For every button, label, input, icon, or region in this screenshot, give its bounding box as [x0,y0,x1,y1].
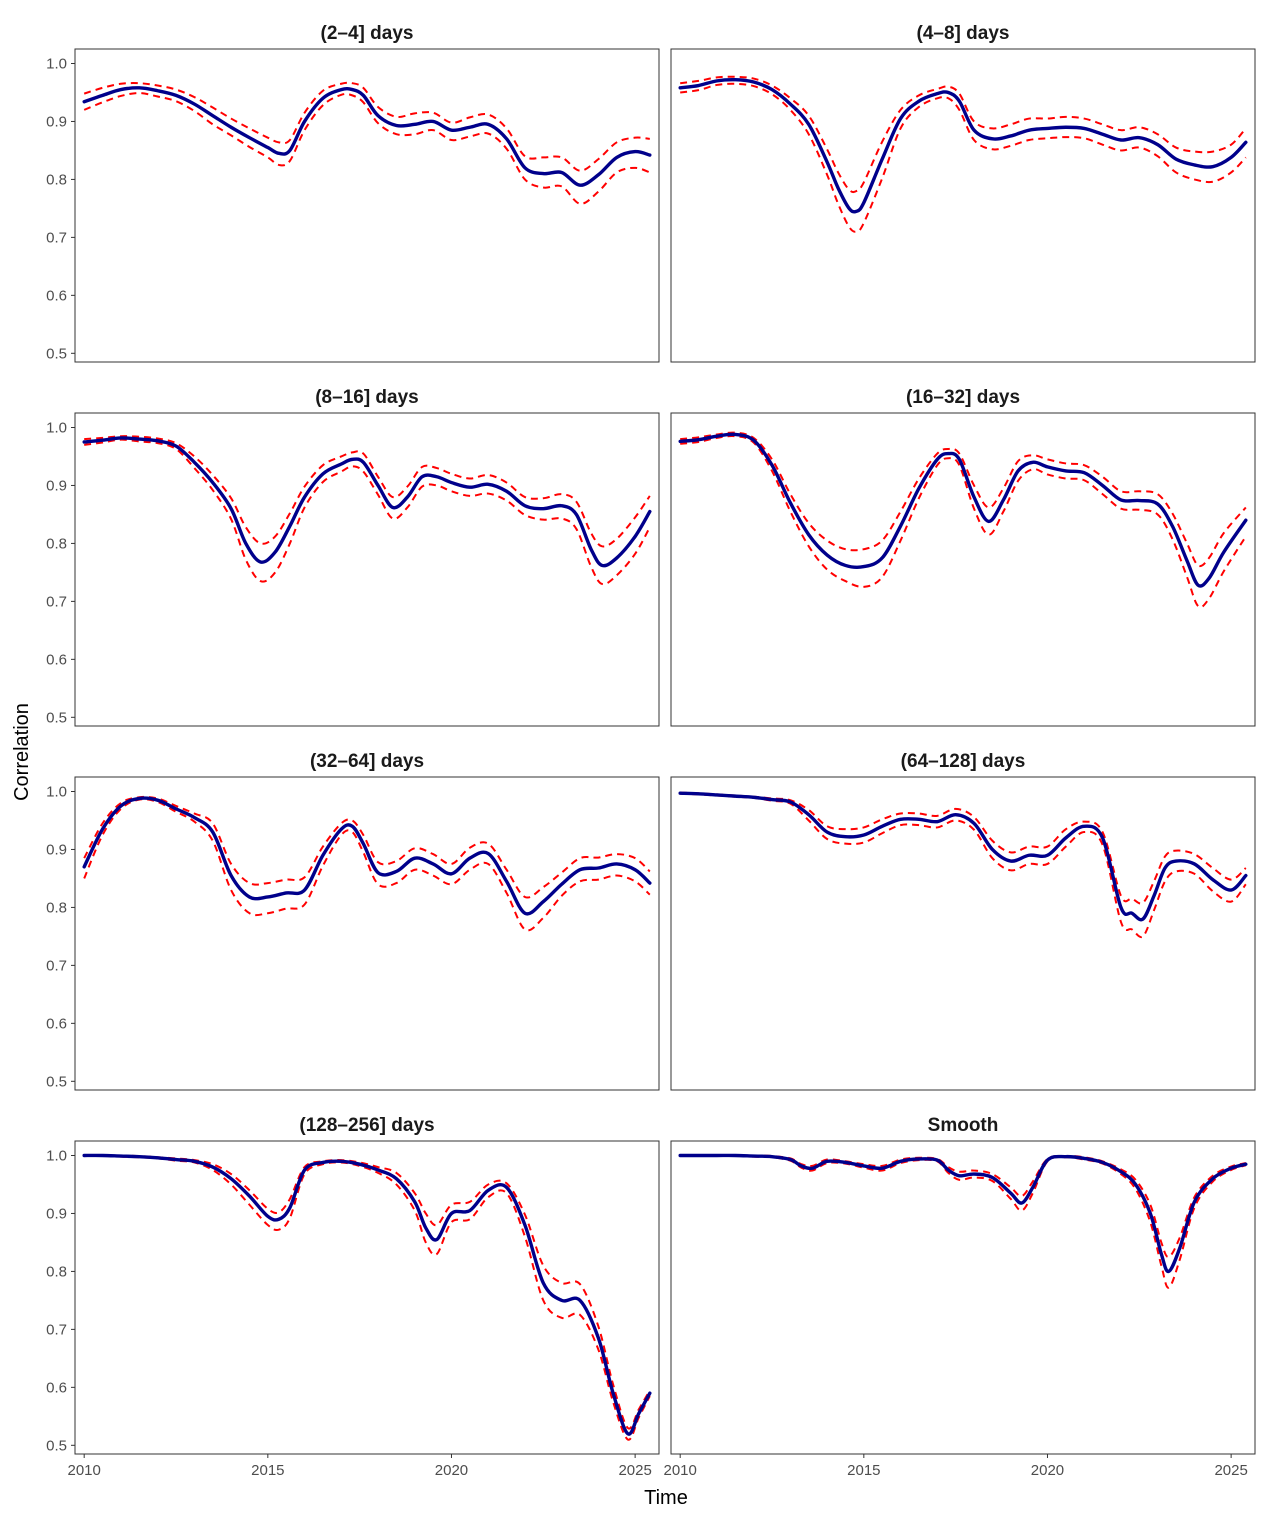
y-tick-label: 0.6 [46,1015,67,1032]
y-tick-label: 0.9 [46,113,67,130]
x-tick-label: 2020 [1031,1462,1064,1479]
panel-frame [670,48,1256,363]
panel: (2–4] days 0.5 0.6 0.7 0.8 0.9 1.0 [46,23,660,363]
panel-frame [670,776,1256,1091]
lower-bound-line [84,1154,651,1441]
y-tick-label: 0.9 [46,1205,67,1222]
lower-bound-line [680,82,1247,233]
x-tick-label: 2025 [1214,1462,1247,1479]
upper-bound-line [680,1154,1247,1258]
y-tick-label: 0.6 [46,651,67,668]
panel-frame [74,776,660,1091]
panels-layer: (2–4] days 0.5 0.6 0.7 0.8 0.9 1.0 (4–8] days (8… [46,23,1256,1479]
y-axis-title: Correlation [11,703,33,801]
y-tick-label: 0.5 [46,1437,67,1454]
panel-frame [74,412,660,727]
estimate-line [678,1153,1248,1274]
upper-bound-line [680,75,1247,194]
y-tick-label: 0.5 [46,1073,67,1090]
y-tick-label: 0.5 [46,709,67,726]
panel: (128–256] days 0.5 0.6 0.7 0.8 0.9 1.0 2010 2015… [46,1115,660,1479]
lower-bound-line [83,92,651,205]
upper-bound-line [83,795,651,899]
panel-frame [670,1140,1256,1455]
panel-title: (32–64] days [310,751,424,772]
upper-bound-line [84,435,651,548]
y-tick-label: 0.8 [46,535,67,552]
panel-title: Smooth [928,1115,999,1136]
panel-title: (128–256] days [299,1115,434,1136]
x-tick-label: 2020 [435,1462,468,1479]
y-tick-label: 1.0 [46,783,67,800]
x-tick-label: 2010 [663,1462,696,1479]
panel-title: (4–8] days [917,23,1010,44]
x-tick-label: 2010 [67,1462,100,1479]
y-tick-label: 0.9 [46,477,67,494]
estimate-line [82,1153,652,1436]
y-tick-label: 0.6 [46,287,67,304]
upper-bound-line [680,431,1247,568]
x-tick-label: 2025 [618,1462,651,1479]
panel-title: (16–32] days [906,387,1020,408]
y-tick-label: 0.7 [46,1321,67,1338]
panel: (8–16] days 0.5 0.6 0.7 0.8 0.9 1.0 [46,387,660,727]
y-tick-label: 1.0 [46,419,67,436]
lower-bound-line [680,434,1247,609]
estimate-line [82,86,652,187]
upper-bound-line [83,81,650,172]
y-tick-label: 1.0 [46,1147,67,1164]
panel: Smooth 2010 2015 2020 2025 [663,1115,1256,1479]
panel-title: (64–128] days [901,751,1026,772]
y-tick-label: 0.8 [46,899,67,916]
panel: (32–64] days 0.5 0.6 0.7 0.8 0.9 1.0 [46,751,660,1091]
panel-frame [670,412,1256,727]
y-tick-label: 0.5 [46,345,67,362]
estimate-line [678,77,1248,214]
panel-frame [74,1140,660,1455]
x-axis-title: Time [644,1487,688,1509]
y-tick-label: 0.8 [46,1263,67,1280]
panel: (64–128] days [670,751,1256,1091]
estimate-line [82,796,652,916]
panel-title: (2–4] days [321,23,414,44]
upper-bound-line [84,1154,651,1430]
x-tick-label: 2015 [251,1462,284,1479]
panel: (4–8] days [670,23,1256,363]
estimate-line [678,432,1248,588]
y-tick-label: 0.6 [46,1379,67,1396]
panel-title: (8–16] days [315,387,419,408]
y-tick-label: 0.7 [46,229,67,246]
lower-bound-line [83,798,651,932]
upper-bound-line [680,791,1247,905]
estimate-line [82,436,652,568]
estimate-line [678,791,1248,922]
panel-frame [74,48,660,363]
y-tick-label: 0.7 [46,593,67,610]
y-tick-label: 0.7 [46,957,67,974]
x-tick-label: 2015 [847,1462,880,1479]
y-tick-label: 1.0 [46,55,67,72]
panel: (16–32] days [670,387,1256,727]
lower-bound-line [84,438,651,586]
y-tick-label: 0.9 [46,841,67,858]
y-tick-label: 0.8 [46,171,67,188]
